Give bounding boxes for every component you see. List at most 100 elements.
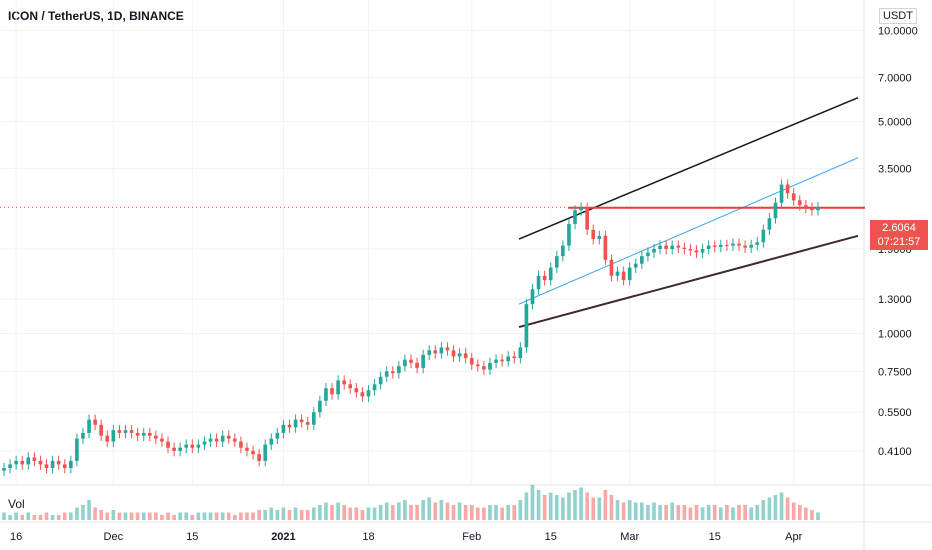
volume-bar <box>62 512 67 520</box>
volume-bar <box>749 507 754 520</box>
volume-bar <box>767 497 772 520</box>
candle-body <box>117 430 122 433</box>
candle-body <box>245 447 249 451</box>
candle-body <box>700 249 705 253</box>
candle-body <box>439 347 444 354</box>
candle-body <box>457 353 462 357</box>
x-tick-label: Dec <box>104 531 124 543</box>
countdown-timer: 07:21:57 <box>877 236 921 248</box>
candle-body <box>409 359 413 363</box>
y-tick-label: 3.5000 <box>878 164 912 176</box>
volume-bar <box>372 507 377 520</box>
volume-bar <box>512 505 517 520</box>
candle-body <box>670 245 675 250</box>
volume-bar <box>366 507 371 520</box>
x-tick-label: Apr <box>785 531 802 543</box>
candle-body <box>427 350 432 355</box>
candle-body <box>731 243 735 246</box>
candle-body <box>62 464 67 468</box>
y-tick-label: 0.4100 <box>878 446 912 458</box>
volume-bar <box>561 497 565 520</box>
candle-body <box>330 388 334 395</box>
volume-bar <box>725 505 729 520</box>
candle-body <box>299 419 304 423</box>
currency-selector[interactable]: USDT <box>879 8 917 24</box>
y-tick-label: 1.0000 <box>878 329 912 341</box>
candle-body <box>348 384 353 389</box>
volume-bar <box>348 507 353 520</box>
volume-bar <box>397 502 401 520</box>
candle-body <box>415 362 419 368</box>
volume-bar <box>330 505 334 520</box>
volume-bar <box>269 507 274 520</box>
volume-bar <box>384 502 389 520</box>
candle-body <box>263 444 268 461</box>
volume-bar <box>463 505 468 520</box>
volume-bar <box>226 512 231 520</box>
last-price-value: 2.6064 <box>882 222 916 234</box>
candle-body <box>767 218 772 230</box>
candle-body <box>688 249 693 251</box>
volume-bar <box>633 502 638 520</box>
candle-body <box>518 347 523 359</box>
y-tick-label: 10.0000 <box>878 25 918 37</box>
volume-bar <box>573 490 577 520</box>
volume-bar <box>220 512 225 520</box>
candle-body <box>403 359 407 367</box>
candle-body <box>293 419 298 428</box>
volume-bar <box>439 500 444 520</box>
volume-bar <box>712 505 717 520</box>
volume-bar <box>457 502 462 520</box>
candle-body <box>281 424 286 433</box>
candle-body <box>785 184 790 194</box>
volume-bar <box>287 510 292 520</box>
candle-body <box>56 460 61 465</box>
volume-bar <box>731 507 735 520</box>
volume-bar <box>378 505 383 520</box>
candle-body <box>184 444 189 448</box>
volume-bar <box>129 512 134 520</box>
volume-bar <box>87 500 91 520</box>
volume-bar <box>336 502 340 520</box>
volume-bar <box>506 505 511 520</box>
candle-body <box>585 207 589 230</box>
volume-bar <box>676 505 681 520</box>
volume-bar <box>427 497 432 520</box>
candle-body <box>105 435 110 442</box>
candle-body <box>603 235 608 260</box>
channel-bottom-line <box>518 234 859 329</box>
x-tick-label: 15 <box>186 531 198 543</box>
volume-bar <box>524 492 529 520</box>
volume-bar <box>233 515 237 520</box>
volume-bar <box>299 510 304 520</box>
candle-body <box>360 392 365 397</box>
volume-bar <box>694 505 699 520</box>
volume-bar <box>50 515 55 520</box>
candle-body <box>475 364 480 367</box>
volume-bar <box>810 510 814 520</box>
volume-bar <box>178 512 182 520</box>
volume-bar <box>743 505 747 520</box>
volume-bar <box>56 515 61 520</box>
candle-body <box>50 460 55 468</box>
candle-body <box>506 356 511 362</box>
x-tick-label: 15 <box>545 531 557 543</box>
candle-body <box>524 304 529 348</box>
volume-bar <box>281 507 286 520</box>
candle-body <box>93 419 97 425</box>
volume-bar <box>621 502 626 520</box>
volume-bar <box>482 507 486 520</box>
volume-bar <box>609 495 614 520</box>
volume-bar <box>664 505 668 520</box>
volume-bar <box>44 512 49 520</box>
volume-bar <box>8 515 12 520</box>
candle-body <box>81 432 85 439</box>
candle-body <box>536 275 541 290</box>
candle-body <box>324 388 328 401</box>
candle-body <box>26 457 31 465</box>
candle-body <box>694 250 699 253</box>
candle-body <box>305 422 310 425</box>
volume-bar <box>2 512 6 520</box>
candle-body <box>421 354 425 368</box>
